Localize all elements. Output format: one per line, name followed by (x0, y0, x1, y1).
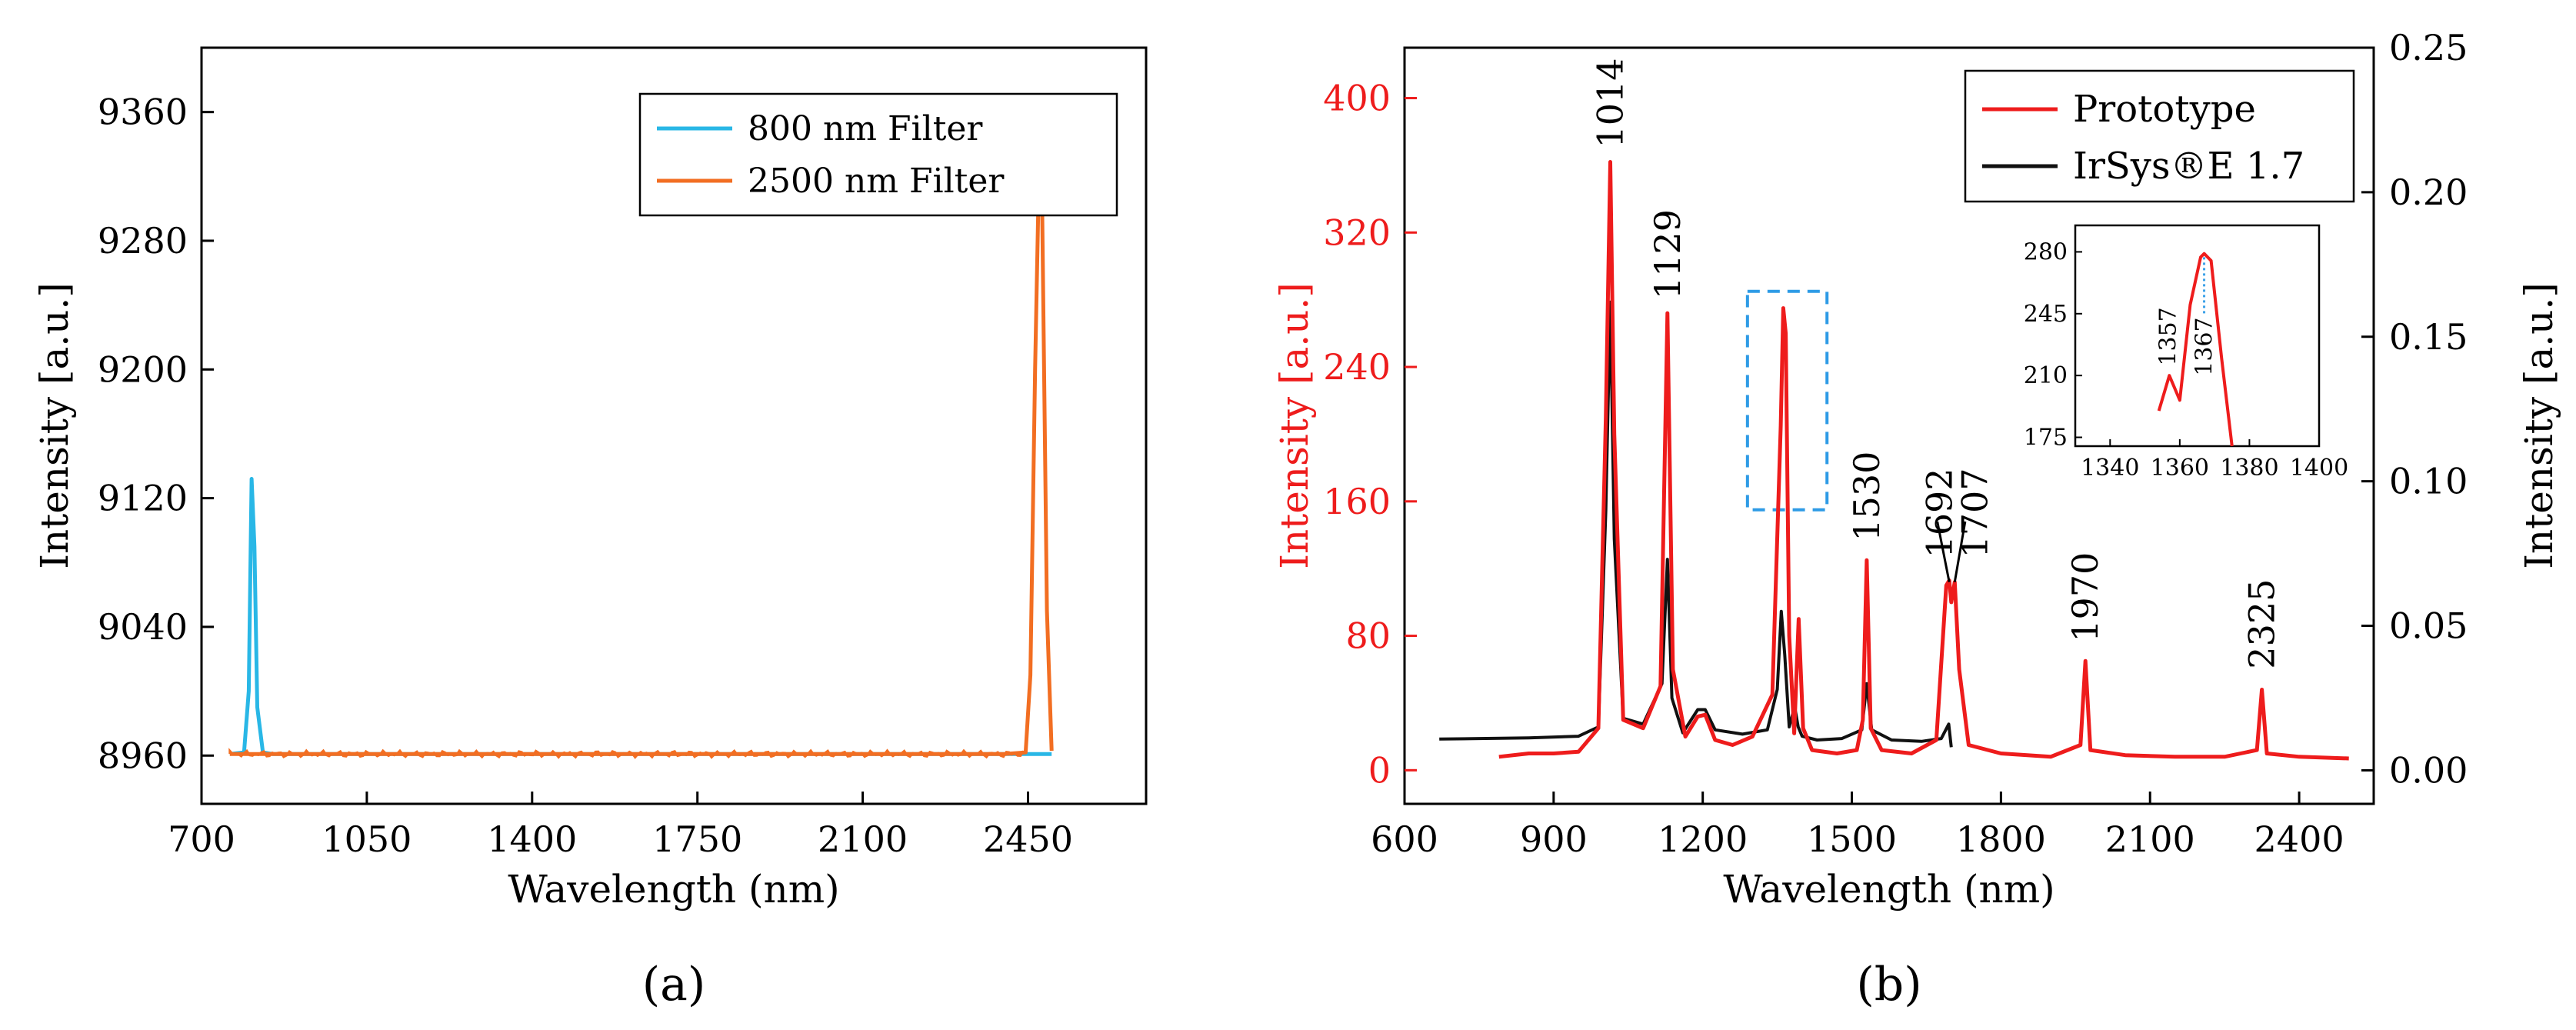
y-tick-label-a: 9040 (98, 606, 188, 648)
y-tick-label-b: 240 (1323, 346, 1391, 388)
legend-label-b: Prototype (2073, 88, 2256, 131)
x-tick-label-a: 1400 (487, 818, 577, 860)
y-tick-label-right-b: 0.05 (2389, 605, 2468, 647)
plot-frame-b (1403, 46, 2375, 805)
x-tick-label-a: 1050 (322, 818, 412, 860)
peak-label-2325: 2325 (2241, 579, 2283, 669)
x-tick-label-b: 600 (1371, 818, 1438, 860)
baseline-noise-a (228, 748, 1025, 759)
y-tick-label-b: 400 (1323, 78, 1391, 119)
inset-y-tick-label: 280 (2024, 238, 2068, 265)
peak-label-1970: 1970 (2064, 552, 2106, 642)
leader-1692 (1936, 521, 1951, 582)
inset-label-1357: 1357 (2154, 307, 2181, 365)
y-tick-label-a: 9120 (98, 478, 188, 519)
leader-1707 (1953, 521, 1967, 582)
x-tick-label-b: 2100 (2105, 818, 2195, 860)
inset-y-tick-label: 245 (2024, 301, 2068, 328)
peak-label-1129: 1129 (1647, 209, 1688, 299)
inset-x-tick-label: 1400 (2290, 455, 2348, 482)
y-axis-title-right-b: Intensity [a.u.] (2517, 282, 2561, 569)
inset-y-tick-label: 175 (2024, 425, 2068, 452)
panel-a: 700 1050 1400 1750 2100 2450 8960 9040 9120 9200 9… (32, 46, 1148, 1012)
x-axis-title-b: Wavelength (nm) (1723, 867, 2054, 912)
legend-label-a: 800 nm Filter (748, 109, 983, 148)
panel-label-a: (a) (642, 958, 706, 1012)
y-axis-title-b: Intensity [a.u.] (1272, 282, 1317, 569)
y-tick-label-a: 8960 (98, 735, 188, 776)
y-tick-label-b: 0 (1368, 749, 1391, 791)
y-tick-label-right-b: 0.00 (2389, 749, 2468, 791)
y-tick-label-a: 9360 (98, 92, 188, 133)
legend-label-a: 2500 nm Filter (748, 162, 1005, 201)
plot-frame-a (200, 46, 1148, 805)
x-tick-label-a: 700 (168, 818, 235, 860)
inset-y-tick-label: 210 (2024, 362, 2068, 389)
x-tick-label-a: 1750 (652, 818, 742, 860)
highlight-box (1745, 289, 1829, 512)
x-tick-label-b: 1500 (1807, 818, 1897, 860)
y-tick-label-b: 80 (1345, 615, 1391, 657)
legend-box-b (1964, 69, 2355, 203)
y-tick-label-a: 9280 (98, 220, 188, 262)
series-line-cyan (229, 477, 1052, 756)
y-tick-label-right-b: 0.25 (2389, 27, 2468, 68)
panel-b: 600 900 1200 1500 1800 2100 2400 0 80 160 240 320 40… (1272, 27, 2561, 1012)
series-line-prototype (1498, 160, 2349, 761)
inset-x-tick-label: 1340 (2081, 455, 2139, 482)
y-axis-title-a: Intensity [a.u.] (32, 282, 77, 569)
y-tick-label-right-b: 0.15 (2389, 316, 2468, 358)
y-tick-label-b: 160 (1323, 481, 1391, 522)
panel-label-b: (b) (1856, 958, 1921, 1012)
x-tick-label-a: 2450 (983, 818, 1073, 860)
peak-label-1014: 1014 (1590, 58, 1631, 148)
peak-label-1692: 1692 (1919, 468, 1961, 558)
x-tick-label-a: 2100 (818, 818, 908, 860)
x-axis-title-a: Wavelength (nm) (508, 867, 839, 912)
legend-label-b: IrSys®E 1.7 (2073, 145, 2304, 188)
y-tick-label-right-b: 0.10 (2389, 461, 2468, 502)
y-tick-label-b: 320 (1323, 212, 1391, 253)
peak-label-1530: 1530 (1846, 452, 1888, 542)
x-tick-label-b: 900 (1520, 818, 1588, 860)
inset-label-1367: 1367 (2191, 317, 2218, 375)
series-line-orange (229, 129, 1054, 756)
inset-x-tick-label: 1360 (2151, 455, 2209, 482)
inset: 1340 1360 1380 1400 175 210 245 280 1357 1367 (2024, 224, 2348, 482)
inset-x-tick-label: 1380 (2220, 455, 2278, 482)
y-tick-label-right-b: 0.20 (2389, 172, 2468, 213)
x-tick-label-b: 1800 (1956, 818, 2046, 860)
y-tick-label-a: 9200 (98, 348, 188, 390)
inset-series-line (2157, 252, 2234, 447)
x-tick-label-b: 2400 (2254, 818, 2344, 860)
x-tick-label-b: 1200 (1658, 818, 1748, 860)
inset-frame (2074, 224, 2321, 448)
legend-box-a (638, 92, 1118, 217)
